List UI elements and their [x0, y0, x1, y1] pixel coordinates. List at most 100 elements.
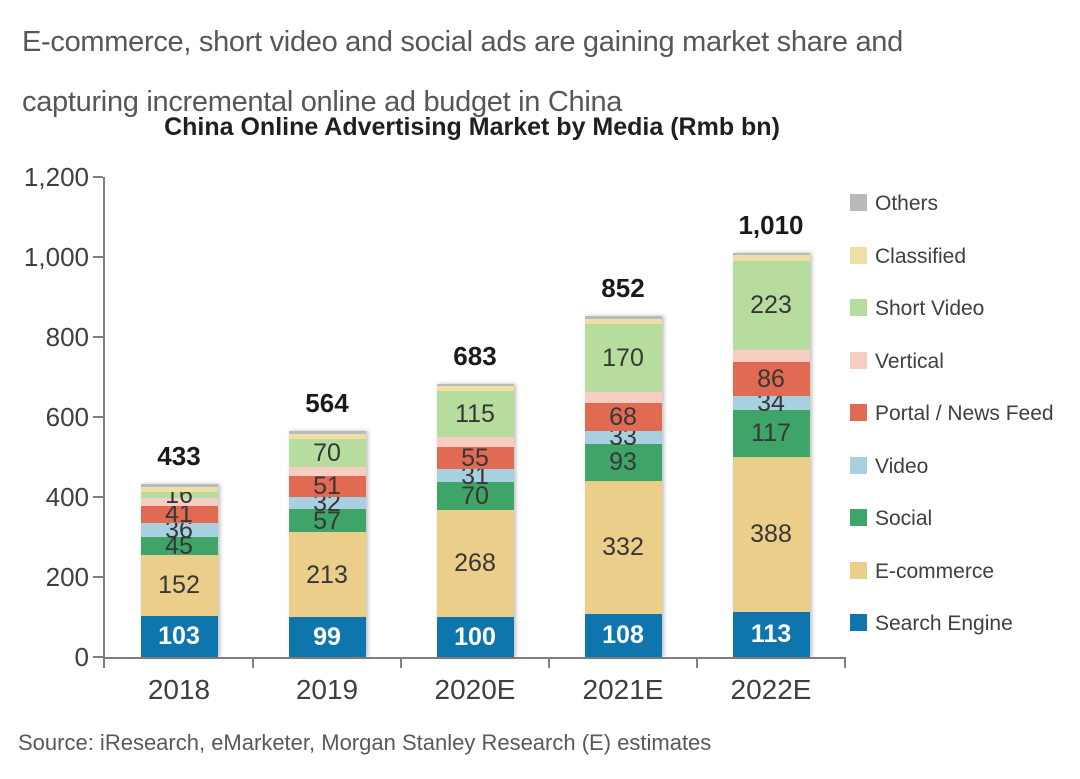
y-tick	[93, 256, 103, 258]
segment-value-label: 99	[313, 623, 341, 652]
segment-search-engine	[584, 613, 662, 657]
headline-line-2: capturing incremental online ad budget i…	[22, 86, 623, 118]
segment-e-commerce	[436, 509, 514, 617]
y-tick-label: 0	[74, 642, 89, 672]
segment-classified	[584, 318, 662, 325]
legend-swatch-icon	[850, 509, 867, 526]
segment-search-engine	[436, 617, 514, 657]
legend-label: Portal / News Feed	[875, 402, 1054, 425]
segment-value-label: 115	[455, 400, 495, 429]
segment-social	[584, 443, 662, 481]
legend-label: Short Video	[875, 297, 985, 320]
y-tick-label: 800	[45, 322, 89, 352]
segment-search-engine	[288, 617, 366, 657]
segment-video	[140, 522, 218, 537]
segment-classified	[436, 386, 514, 392]
segment-e-commerce	[584, 481, 662, 614]
category-label-2018: 2018	[147, 674, 211, 705]
y-tick	[93, 176, 103, 178]
y-tick-label: 400	[45, 482, 89, 512]
y-tick	[93, 336, 103, 338]
segment-short-video	[436, 391, 514, 438]
headline-line-1: E-commerce, short video and social ads a…	[22, 26, 903, 58]
legend-swatch-icon	[850, 404, 867, 421]
x-tick	[400, 657, 402, 668]
segment-others	[584, 316, 662, 319]
segment-value-label: 55	[461, 444, 489, 473]
x-tick	[548, 657, 550, 668]
chart-title: China Online Advertising Market by Media…	[164, 113, 780, 141]
segment-others	[288, 431, 366, 434]
legend-swatch-icon	[850, 456, 867, 474]
segment-social	[436, 481, 514, 510]
segment-portal-news-feed	[436, 447, 514, 470]
segment-value-label: 68	[609, 403, 637, 431]
segment-social	[140, 537, 218, 555]
legend-label: E-commerce	[875, 559, 995, 583]
segment-value-label: 57	[313, 506, 341, 535]
y-tick	[93, 576, 103, 578]
y-tick	[93, 656, 103, 658]
segment-e-commerce	[732, 456, 810, 612]
y-axis-line	[103, 177, 105, 659]
segment-portal-news-feed	[140, 506, 218, 523]
segment-short-video	[140, 491, 218, 499]
bar-total-label: 852	[601, 273, 645, 304]
segment-video	[584, 430, 662, 444]
y-tick-label: 1,200	[23, 162, 89, 192]
x-tick	[103, 657, 105, 668]
segment-classified	[732, 255, 810, 261]
x-tick	[844, 657, 846, 668]
segment-vertical	[436, 437, 514, 448]
segment-video	[732, 396, 810, 410]
legend-label: Others	[875, 192, 939, 215]
segment-classified	[288, 433, 366, 439]
segment-short-video	[584, 324, 662, 393]
segment-classified	[140, 486, 218, 492]
legend-swatch-icon	[850, 561, 867, 579]
bar-total-label: 433	[157, 440, 201, 471]
legend-label: Social	[875, 507, 933, 530]
legend-label: Video	[875, 454, 929, 478]
legend-swatch-icon	[850, 194, 867, 211]
segment-others	[732, 253, 810, 256]
segment-social	[288, 509, 366, 533]
segment-value-label: 388	[750, 520, 792, 549]
segment-value-label: 70	[461, 481, 489, 510]
segment-value-label: 268	[454, 549, 496, 578]
segment-portal-news-feed	[732, 361, 810, 397]
legend-swatch-icon	[850, 351, 867, 369]
segment-value-label: 86	[757, 365, 785, 393]
segment-video	[288, 496, 366, 510]
x-tick	[696, 657, 698, 668]
y-tick	[93, 416, 103, 418]
segment-others	[140, 483, 218, 487]
source-note: Source: iResearch, eMarketer, Morgan Sta…	[18, 730, 712, 755]
bar-2018: 103 152 45 36 41 16 433	[140, 441, 218, 657]
segment-value-label: 213	[306, 560, 348, 589]
segment-value-label: 332	[602, 533, 644, 562]
bar-2021E: 108 332 93 33 68 170 852	[584, 273, 662, 657]
bar-total-label: 683	[453, 340, 497, 371]
segment-value-label: 93	[609, 448, 637, 477]
segment-video	[436, 469, 514, 482]
segment-value-label: 152	[158, 571, 200, 600]
segment-value-label: 100	[454, 623, 496, 651]
segment-short-video	[288, 439, 366, 467]
segment-value-label: 117	[751, 419, 791, 448]
legend-label: Classified	[875, 244, 967, 268]
bar-2019: 99 213 57 32 51 70 564	[288, 388, 366, 657]
segment-others	[436, 383, 514, 387]
bar-2022E: 113 388 117 34 86 223 1,010	[732, 210, 810, 657]
category-label-2022e: 2022E	[730, 674, 812, 705]
segment-vertical	[732, 349, 810, 362]
segment-vertical	[288, 467, 366, 477]
segment-short-video	[732, 260, 810, 350]
bar-total-label: 1,010	[738, 210, 804, 240]
legend-swatch-icon	[850, 299, 867, 316]
segment-social	[732, 409, 810, 457]
segment-portal-news-feed	[584, 403, 662, 431]
category-label-2020e: 2020E	[434, 674, 516, 705]
segment-search-engine	[732, 611, 810, 657]
